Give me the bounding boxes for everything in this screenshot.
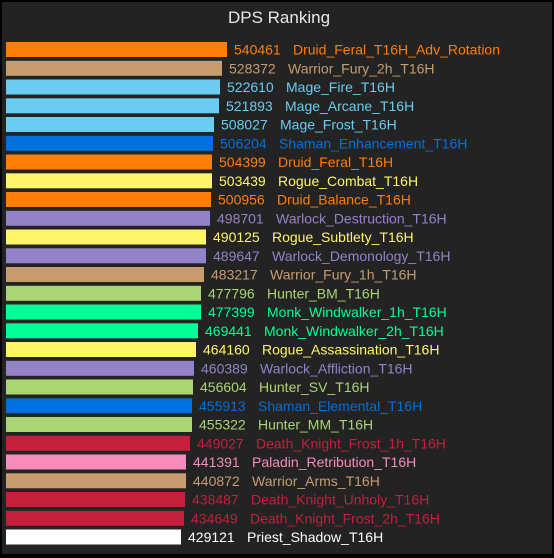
bar-name-label: Druid_Balance_T16H: [277, 192, 411, 208]
bar: [6, 154, 212, 170]
bar-value-label: 460389: [201, 360, 248, 376]
bar-value-label: 521893: [226, 98, 273, 114]
bar: [6, 210, 210, 226]
bar-name-label: Shaman_Enhancement_T16H: [279, 135, 467, 151]
bar-name-label: Death_Knight_Unholy_T16H: [251, 492, 429, 508]
bar-name-label: Paladin_Retribution_T16H: [252, 454, 416, 470]
bar-value-label: 508027: [221, 117, 268, 133]
bar: [6, 192, 211, 207]
bar: [6, 60, 222, 76]
bar-name-label: Monk_Windwalker_1h_T16H: [267, 304, 447, 320]
bar: [6, 510, 184, 526]
bar-name-label: Priest_Shadow_T16H: [247, 529, 383, 545]
bar: [6, 379, 193, 395]
bar: [6, 398, 192, 414]
bar-name-label: Mage_Frost_T16H: [280, 117, 397, 133]
bar: [6, 173, 212, 189]
bar-name-label: Druid_Feral_T16H: [278, 154, 393, 170]
bar-name-label: Warlock_Affliction_T16H: [260, 360, 413, 376]
bar: [6, 360, 194, 376]
bar: [6, 417, 192, 432]
bar-value-label: 522610: [227, 79, 274, 95]
bar-name-label: Death_Knight_Frost_1h_T16H: [256, 435, 446, 451]
bar-value-label: 464160: [203, 342, 250, 358]
bar-value-label: 455322: [199, 417, 246, 433]
bar-name-label: Warrior_Arms_T16H: [252, 473, 380, 489]
bar: [6, 135, 213, 151]
bar-name-label: Hunter_MM_T16H: [258, 417, 373, 433]
bar: [6, 42, 227, 57]
bar: [6, 454, 186, 470]
bar-name-label: Rogue_Combat_T16H: [278, 173, 418, 189]
bar-name-label: Rogue_Subtlety_T16H: [272, 229, 414, 245]
bar-name-label: Shaman_Elemental_T16H: [258, 398, 422, 414]
bar-value-label: 440872: [193, 473, 240, 489]
bar-value-label: 429121: [188, 529, 235, 545]
bars-layer: 540461 Druid_Feral_T16H_Adv_Rotation 52837…: [6, 42, 500, 545]
bar: [6, 117, 214, 132]
bar: [6, 323, 198, 339]
bar: [6, 342, 196, 357]
bar-name-label: Hunter_BM_T16H: [267, 285, 380, 301]
bar-name-label: Death_Knight_Frost_2h_T16H: [250, 510, 440, 526]
bar-value-label: 441391: [193, 454, 240, 470]
bar-name-label: Mage_Arcane_T16H: [285, 98, 414, 114]
bar: [6, 529, 181, 545]
bar-value-label: 504399: [219, 154, 266, 170]
bar: [6, 473, 186, 489]
bar-value-label: 455913: [199, 398, 246, 414]
bar-value-label: 506204: [220, 135, 267, 151]
bar: [6, 435, 190, 451]
bar: [6, 492, 185, 507]
bar: [6, 229, 206, 245]
bar-name-label: Druid_Feral_T16H_Adv_Rotation: [293, 42, 500, 58]
bar: [6, 285, 201, 301]
bar-value-label: 503439: [219, 173, 266, 189]
bar-name-label: Warlock_Destruction_T16H: [276, 210, 447, 226]
bar: [6, 248, 206, 264]
bar-name-label: Warrior_Fury_1h_T16H: [270, 267, 417, 283]
bar-value-label: 540461: [234, 42, 281, 58]
bar-name-label: Hunter_SV_T16H: [259, 379, 370, 395]
bar-name-label: Mage_Fire_T16H: [286, 79, 395, 95]
bar-value-label: 489647: [213, 248, 260, 264]
bar-value-label: 498701: [217, 210, 264, 226]
bar-name-label: Warlock_Demonology_T16H: [272, 248, 450, 264]
bar: [6, 98, 219, 114]
bar-value-label: 477796: [208, 285, 255, 301]
bar-name-label: Rogue_Assassination_T16H: [262, 342, 439, 358]
bar-value-label: 500956: [218, 192, 265, 208]
bar-value-label: 528372: [229, 60, 276, 76]
bar-value-label: 477399: [208, 304, 255, 320]
bar-value-label: 483217: [211, 267, 258, 283]
bar: [6, 79, 220, 95]
bar-value-label: 490125: [213, 229, 260, 245]
bar: [6, 304, 201, 320]
bar-value-label: 456604: [200, 379, 247, 395]
bar-name-label: Monk_Windwalker_2h_T16H: [264, 323, 444, 339]
bar-name-label: Warrior_Fury_2h_T16H: [288, 60, 435, 76]
bar-value-label: 469441: [205, 323, 252, 339]
bar-value-label: 438487: [192, 492, 239, 508]
bar-value-label: 449027: [197, 435, 244, 451]
chart-title: DPS Ranking: [228, 8, 330, 27]
bar: [6, 267, 204, 282]
bar-value-label: 434649: [191, 510, 238, 526]
